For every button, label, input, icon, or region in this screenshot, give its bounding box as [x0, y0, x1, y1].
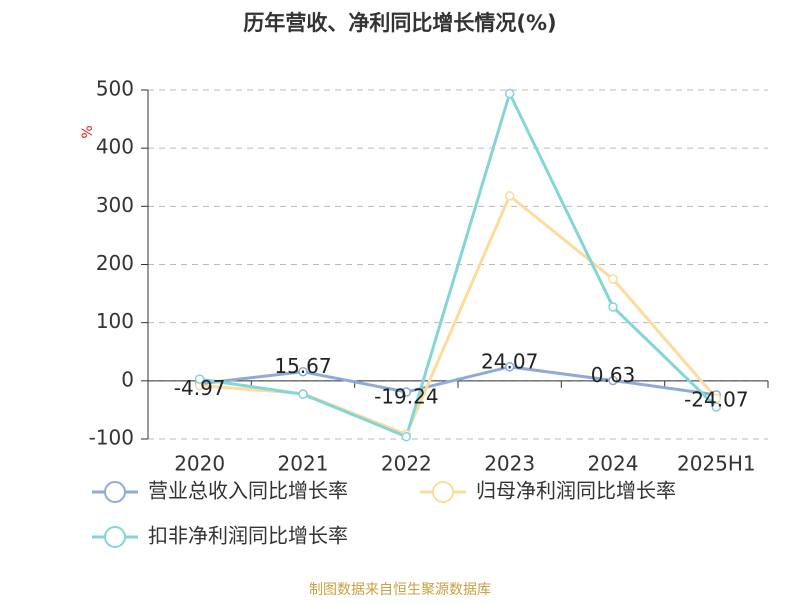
chart-title: 历年营收、净利同比增长情况(%) — [243, 11, 556, 35]
point — [298, 389, 308, 399]
source: 制图数据来自恒生聚源数据库 — [309, 582, 491, 598]
legend-marker — [104, 481, 126, 503]
data-label: -24.07 — [684, 387, 748, 411]
y-tick-label: 300 — [96, 193, 134, 217]
data-label: 24.07 — [481, 349, 538, 373]
data-label: 15.67 — [274, 354, 331, 378]
legend-label: 归母净利润同比增长率 — [476, 479, 676, 503]
x-tick-label: 2020 — [174, 452, 225, 476]
point — [711, 402, 722, 412]
point — [608, 375, 618, 386]
series-line — [199, 365, 717, 397]
x-tick-label: 2022 — [381, 452, 432, 476]
y-tick-label: 100 — [96, 309, 134, 333]
y-tick-label: 0 — [121, 367, 134, 391]
y-unit: % — [80, 125, 96, 138]
y-tick-label: -100 — [89, 426, 134, 450]
point — [608, 274, 618, 284]
data-label: -19.24 — [374, 385, 438, 409]
series-line — [199, 89, 718, 439]
data-label: -4.97 — [174, 376, 226, 400]
y-tick-label: 500 — [96, 77, 134, 101]
legend-marker — [432, 481, 454, 503]
point — [504, 88, 515, 99]
data-label: 0.63 — [591, 363, 636, 387]
x-tick-label: 2023 — [484, 452, 535, 476]
y-tick-label: 400 — [96, 135, 134, 159]
legend-label: 扣非净利润同比增长率 — [148, 524, 348, 548]
y-tick-label: 200 — [96, 251, 134, 275]
x-tick-label: 2024 — [588, 452, 639, 476]
x-tick-label: 2025H1 — [677, 452, 756, 476]
point — [401, 387, 412, 397]
point — [298, 366, 308, 377]
x-tick-label: 2021 — [278, 452, 329, 476]
point — [401, 431, 412, 442]
legend-label: 营业总收入同比增长率 — [148, 479, 348, 503]
legend-marker — [104, 526, 126, 548]
point — [608, 302, 618, 312]
point — [504, 191, 515, 201]
point — [504, 362, 515, 372]
point — [194, 374, 205, 384]
series-line — [199, 193, 718, 437]
